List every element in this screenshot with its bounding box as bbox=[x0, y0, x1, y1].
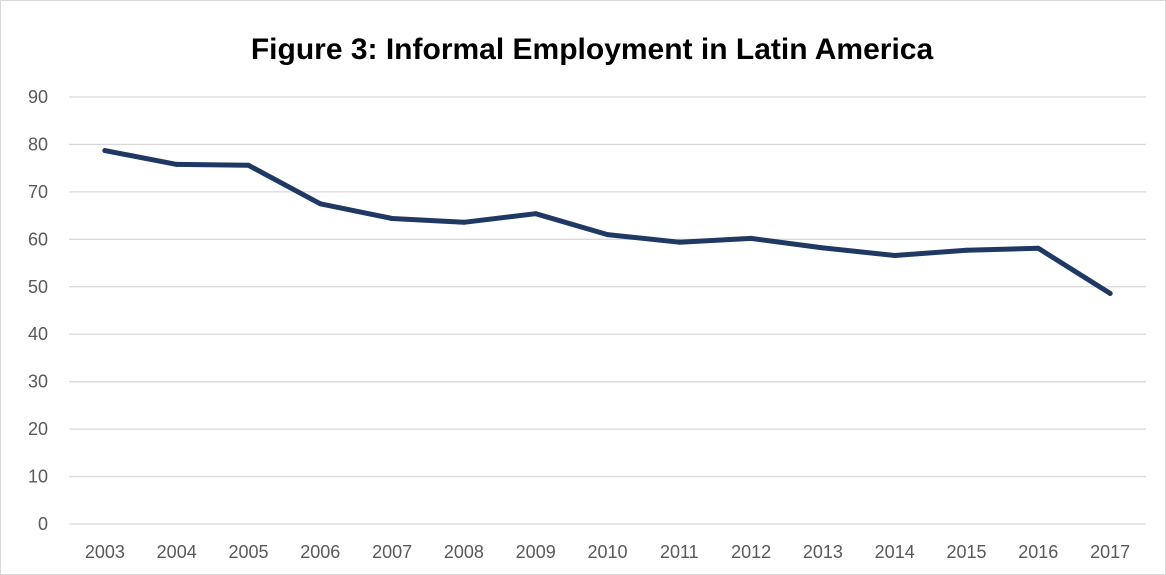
y-tick-label: 10 bbox=[28, 467, 48, 487]
x-tick-label: 2011 bbox=[660, 542, 699, 562]
y-tick-label: 60 bbox=[28, 229, 48, 249]
series-line bbox=[102, 148, 1113, 296]
x-tick-label: 2005 bbox=[228, 542, 268, 562]
y-axis-tick-labels: 0 10 20 30 40 50 60 70 80 90 bbox=[28, 87, 48, 534]
data-point-2005 bbox=[246, 162, 251, 168]
x-tick-label: 2016 bbox=[1018, 542, 1058, 562]
data-point-2003 bbox=[102, 148, 108, 154]
y-tick-label: 90 bbox=[28, 87, 48, 107]
data-point-2011 bbox=[676, 239, 682, 245]
data-point-2008 bbox=[461, 219, 467, 225]
data-point-2004 bbox=[174, 161, 180, 167]
data-point-2014 bbox=[892, 252, 898, 258]
x-tick-label: 2006 bbox=[300, 542, 340, 562]
x-axis-tick-labels: 2003 2004 2005 2006 2007 2008 2009 2010 2011 2012… bbox=[85, 542, 1130, 562]
y-tick-label: 0 bbox=[38, 514, 48, 534]
x-tick-label: 2015 bbox=[946, 542, 986, 562]
data-point-2017 bbox=[1107, 290, 1113, 296]
data-point-2009 bbox=[533, 211, 539, 217]
x-tick-label: 2003 bbox=[85, 542, 125, 562]
x-tick-label: 2014 bbox=[875, 542, 915, 562]
y-tick-label: 50 bbox=[28, 277, 48, 297]
x-tick-label: 2013 bbox=[803, 542, 843, 562]
y-tick-label: 40 bbox=[28, 324, 48, 344]
x-tick-label: 2010 bbox=[587, 542, 627, 562]
chart-title: Figure 3: Informal Employment in Latin A… bbox=[251, 33, 934, 66]
x-tick-label: 2004 bbox=[157, 542, 197, 562]
x-tick-label: 2008 bbox=[444, 542, 484, 562]
y-tick-label: 70 bbox=[28, 182, 48, 202]
data-point-2010 bbox=[605, 232, 610, 238]
data-point-2016 bbox=[1035, 245, 1041, 251]
x-tick-label: 2012 bbox=[731, 542, 771, 562]
y-tick-label: 30 bbox=[28, 372, 48, 392]
data-point-2006 bbox=[317, 201, 323, 207]
data-point-2013 bbox=[820, 245, 826, 251]
data-point-2015 bbox=[964, 247, 969, 253]
x-tick-label: 2009 bbox=[516, 542, 556, 562]
x-tick-label: 2017 bbox=[1090, 542, 1130, 562]
y-tick-label: 80 bbox=[28, 134, 48, 154]
gridlines bbox=[69, 96, 1146, 525]
series-layer bbox=[102, 148, 1113, 296]
y-tick-label: 20 bbox=[28, 419, 48, 439]
data-point-2012 bbox=[748, 235, 754, 241]
data-point-2007 bbox=[389, 215, 395, 221]
x-tick-label: 2007 bbox=[372, 542, 412, 562]
